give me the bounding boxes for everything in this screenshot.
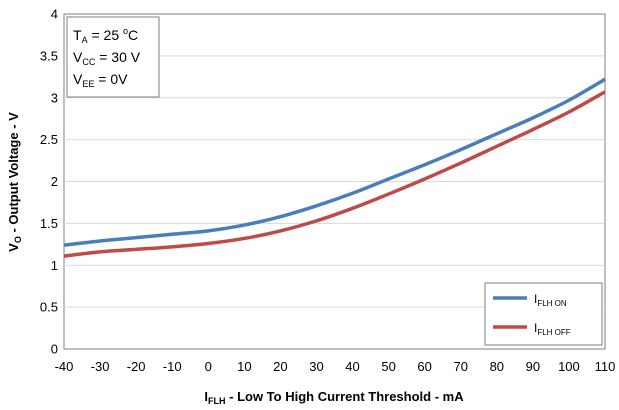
legend-label-ifl-off: IFLH OFF: [534, 321, 571, 337]
x-tick-label: 40: [345, 359, 359, 374]
x-tick-label: 0: [205, 359, 212, 374]
y-tick-label: 2: [51, 174, 58, 189]
x-tick-label: 30: [309, 359, 323, 374]
x-tick-label: 90: [526, 359, 540, 374]
x-tick-label: 80: [490, 359, 504, 374]
x-tick-label: -40: [55, 359, 74, 374]
series-lines: [63, 77, 606, 258]
y-tick-label: 3.5: [40, 48, 58, 63]
x-axis-ticks: -40 -30 -20 -10 0 10 20 30 40 50 60 70 80 90 100 110: [55, 359, 616, 374]
x-tick-label: 10: [237, 359, 251, 374]
condition-vcc: VCC = 30 V: [73, 49, 141, 67]
legend-label-ifl-on: IFLH ON: [534, 292, 567, 308]
series-line-1: [63, 90, 606, 258]
conditions-box: TA = 25 oC VCC = 30 V VEE = 0V: [66, 16, 160, 98]
y-tick-label: 3: [51, 90, 58, 105]
x-tick-label: -30: [91, 359, 110, 374]
x-tick-label: 20: [273, 359, 287, 374]
x-tick-label: -10: [163, 359, 182, 374]
y-tick-label: 2.5: [40, 132, 58, 147]
series-line-0: [63, 77, 606, 247]
x-tick-label: 50: [381, 359, 395, 374]
x-tick-label: -20: [127, 359, 146, 374]
condition-vee: VEE = 0V: [73, 71, 128, 89]
x-tick-label: 110: [595, 359, 616, 374]
y-tick-label: 1: [51, 258, 58, 273]
x-tick-label: 100: [558, 359, 580, 374]
y-axis-ticks: 0 0.5 1 1.5 2 2.5 3 3.5 4: [40, 7, 58, 357]
condition-ta: TA = 25 oC: [73, 26, 138, 45]
legend: IFLH ON IFLH OFF: [484, 282, 603, 346]
x-tick-label: 70: [453, 359, 467, 374]
y-axis-title: VO - Output Voltage - V: [6, 112, 23, 252]
y-tick-label: 0: [51, 342, 58, 357]
x-tick-label: 60: [417, 359, 431, 374]
x-axis-title: IFLH - Low To High Current Threshold - m…: [204, 389, 464, 406]
y-tick-label: 1.5: [40, 216, 58, 231]
y-tick-label: 4: [51, 7, 58, 22]
y-tick-label: 0.5: [40, 300, 58, 315]
